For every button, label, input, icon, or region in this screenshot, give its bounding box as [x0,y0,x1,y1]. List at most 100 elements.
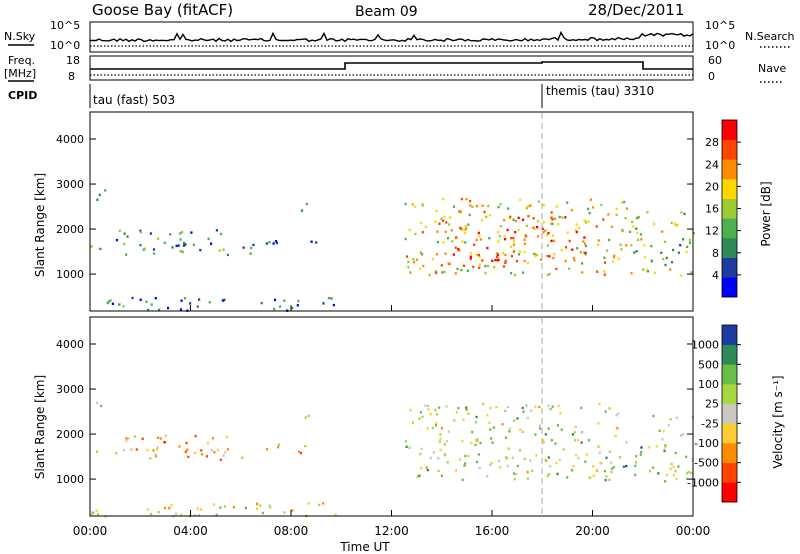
velocity-cell [425,466,428,469]
power-cell [653,271,656,274]
velocity-cell [657,472,660,475]
power-cell [166,306,170,310]
velocity-cell [299,451,303,455]
velocity-cell [557,404,560,407]
velocity-cell [542,439,545,442]
power-cell [630,272,633,275]
power-cell [477,254,480,257]
power-cell [514,219,517,223]
velocity-cell [127,437,130,440]
power-cell [139,244,142,247]
power-cell [546,244,549,247]
velocity-cell [434,424,437,427]
power-cell [512,236,515,240]
power-cell [469,257,472,260]
power-cell [414,232,417,236]
power-cell [179,238,182,241]
power-cell [685,250,688,253]
velocity-cell [416,475,419,478]
power-cell [448,223,451,226]
power-region-3 [171,243,255,257]
power-cell [553,252,556,256]
power-region-1 [90,244,156,256]
velocity-cell [489,428,492,431]
velocity-cell [205,455,209,458]
power-cell [496,253,499,256]
power-cell [596,270,599,273]
velocity-cell [307,414,310,418]
power-cell [534,253,537,256]
velocity-cell [488,421,491,424]
velocity-cell [457,407,460,410]
velocity-cell [529,459,532,462]
velocity-cell [125,437,128,440]
velocity-cell [150,512,153,516]
power-panel: 1000 2000 3000 4000 Slant Range [km] 4 8 12 16… [33,111,773,312]
power-cell [630,244,633,247]
power-region-4 [265,240,318,245]
velocity-cell [467,412,470,415]
velocity-cell [572,464,575,468]
power-cell [669,268,672,271]
velocity-cell [304,416,307,419]
power-cell [473,243,476,246]
noise-panel-frame [89,21,694,53]
velocity-cell [681,433,684,436]
power-cell [454,272,457,275]
power-cell [215,229,218,232]
velocity-cell [597,445,600,448]
velocity-cell [470,441,473,445]
velocity-cell [225,436,228,439]
power-cell [273,298,277,302]
power-cell [499,225,502,228]
velocity-cell [432,451,435,454]
power-cell [297,299,300,303]
velocity-cell [640,450,643,454]
power-cell [460,197,463,201]
velocity-cell [232,506,235,509]
power-colorbar-swatch [722,257,737,278]
velocity-colorbar-tick-label: -1000 [687,476,719,489]
power-cell [171,246,174,249]
velocity-colorbar-swatch [722,384,737,404]
power-cell [524,235,527,238]
velocity-colorbar-swatch [722,344,737,365]
power-data-layer [90,189,695,312]
power-cell [537,200,540,203]
station-title: Goose Bay (fitACF) [92,1,233,19]
power-cell [250,246,253,250]
velocity-cell [213,451,216,454]
velocity-cell [525,404,528,407]
power-cell [440,264,443,267]
power-cell [96,198,99,201]
power-cell [582,240,585,243]
power-cell [650,244,653,248]
power-cell [645,268,648,272]
power-cell [242,246,245,249]
power-cell [661,230,664,233]
power-cell [670,261,674,264]
velocity-cell [196,507,199,510]
velocity-cell [584,460,587,463]
power-cell [180,299,183,302]
power-cell [509,245,513,248]
noise-left-label: N.Sky [4,30,36,43]
power-cell [452,253,455,256]
velocity-ytick-label: 1000 [56,473,84,486]
velocity-cell [435,413,439,416]
nave-label: Nave [758,62,786,75]
noise-right-tick-top: 10^5 [705,19,735,32]
velocity-cell [461,478,464,482]
power-cell [503,234,506,238]
velocity-cell [542,441,545,444]
velocity-cell [244,506,247,510]
velocity-cell [612,466,615,469]
power-cell [469,204,472,207]
velocity-cell [587,439,590,442]
power-colorbar: 4 8 12 16 20 24 28 [705,119,741,298]
power-cell [404,237,407,241]
velocity-cell [133,435,136,438]
power-cell [477,231,480,235]
power-colorbar-tick-label: 12 [705,225,719,238]
